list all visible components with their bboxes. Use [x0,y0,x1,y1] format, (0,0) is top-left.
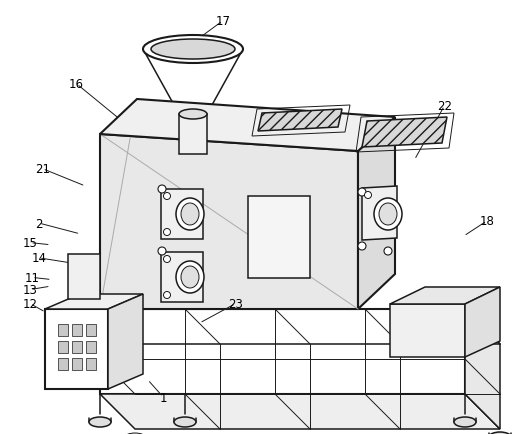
Polygon shape [45,309,108,389]
Bar [58,341,68,353]
Bar [72,324,82,336]
Bar [72,358,82,370]
Ellipse shape [181,266,199,288]
Polygon shape [179,115,207,155]
Bar [86,358,96,370]
Ellipse shape [358,188,366,197]
Text: 14: 14 [32,252,46,265]
Ellipse shape [164,229,170,236]
Bar [72,341,82,353]
Polygon shape [390,287,500,304]
Polygon shape [100,394,500,429]
Ellipse shape [89,417,111,427]
Polygon shape [100,100,395,151]
Polygon shape [358,118,395,309]
Ellipse shape [179,110,207,120]
Ellipse shape [164,256,170,263]
Polygon shape [362,118,447,148]
Ellipse shape [176,198,204,230]
Ellipse shape [151,40,235,60]
Polygon shape [390,304,465,357]
Ellipse shape [176,261,204,293]
Ellipse shape [181,204,199,226]
Bar [86,341,96,353]
Ellipse shape [125,433,145,434]
Text: 13: 13 [23,283,37,296]
Ellipse shape [164,292,170,299]
Text: 23: 23 [228,297,243,310]
Polygon shape [100,309,465,394]
Text: 15: 15 [23,237,37,250]
Bar [248,197,310,278]
Ellipse shape [384,247,392,256]
Ellipse shape [158,186,166,194]
Ellipse shape [454,417,476,427]
Ellipse shape [143,36,243,64]
Polygon shape [108,294,143,389]
Text: 16: 16 [69,78,84,91]
Bar [58,324,68,336]
Polygon shape [100,135,358,309]
Polygon shape [45,294,143,309]
Polygon shape [161,253,203,302]
Ellipse shape [365,192,371,199]
Ellipse shape [379,204,397,226]
Ellipse shape [374,198,402,230]
Polygon shape [362,187,397,240]
Ellipse shape [164,193,170,200]
Polygon shape [161,190,203,240]
Polygon shape [465,287,500,357]
Bar [68,254,100,299]
Ellipse shape [489,432,511,434]
Bar [86,324,96,336]
Polygon shape [465,309,500,429]
Text: 1: 1 [160,391,167,404]
Text: 2: 2 [35,217,42,230]
Text: 17: 17 [215,15,230,28]
Polygon shape [258,110,342,132]
Ellipse shape [158,247,166,256]
Text: 18: 18 [480,215,494,228]
Ellipse shape [174,417,196,427]
Text: 12: 12 [23,297,37,310]
Ellipse shape [358,243,366,250]
Text: 21: 21 [35,163,50,176]
Text: 22: 22 [437,100,452,113]
Bar [58,358,68,370]
Text: 11: 11 [25,271,39,284]
